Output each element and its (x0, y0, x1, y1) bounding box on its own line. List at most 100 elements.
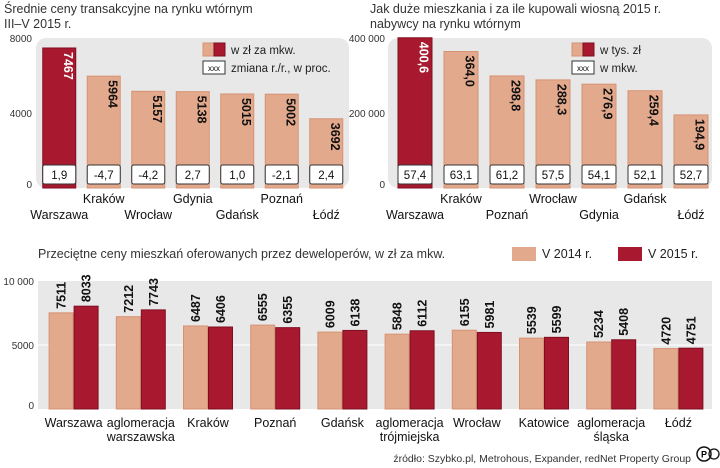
category-label: Wrocław (529, 192, 578, 206)
change-box (535, 164, 571, 185)
change-box (175, 164, 210, 185)
category-label: śląska (593, 430, 628, 444)
value-label: 4720 (659, 317, 673, 345)
change-box (309, 164, 344, 185)
bar (544, 336, 569, 410)
value-label: 5981 (483, 301, 497, 329)
legend-label: w zł za mkw. (230, 45, 296, 57)
value-label: 4751 (684, 316, 698, 344)
change-label: 57,4 (404, 170, 427, 182)
change-box (131, 164, 166, 185)
value-label: 298,8 (509, 80, 523, 111)
bar (317, 331, 343, 410)
change-box (489, 164, 525, 185)
bar (519, 337, 544, 410)
change-label: 63,1 (450, 170, 472, 182)
change-label: 61,2 (496, 170, 518, 182)
source-note: źródło: Szybko.pl, Metrohous, Expander, … (393, 453, 691, 465)
logo: P (696, 446, 720, 462)
category-label: aglomeracja (107, 416, 175, 430)
category-label: aglomeracja (376, 416, 444, 430)
legend-label: V 2015 r. (648, 247, 698, 261)
change-label: 2,7 (185, 170, 201, 182)
change-box (581, 164, 617, 185)
change-box (86, 164, 121, 185)
legend-swatch-dark (582, 42, 595, 57)
change-label: 1,9 (51, 170, 67, 182)
chart-apartment-size: Jak duże mieszkania i za ile kupowali wi… (349, 2, 712, 222)
category-label: Gdańsk (216, 208, 260, 222)
legend-swatch-2014 (512, 247, 536, 261)
category-label: Warszawa (45, 416, 103, 430)
value-label: 5539 (525, 306, 539, 334)
category-label: Kraków (440, 192, 483, 206)
category-label: warszawska (106, 430, 175, 444)
y-tick-label: 8000 (10, 34, 33, 45)
change-label: 52,7 (680, 170, 702, 182)
category-label: Łódź (665, 416, 692, 430)
chart-title: Jak duże mieszkania i za ile kupowali wi… (370, 2, 661, 16)
bar (397, 37, 433, 189)
bar (451, 329, 477, 410)
y-tick-label: 0 (26, 180, 32, 191)
bar (342, 329, 368, 410)
value-label: 6355 (281, 296, 295, 324)
bar (586, 341, 612, 410)
value-label: 5234 (592, 310, 606, 338)
bar (48, 312, 74, 410)
value-label: 6138 (348, 299, 362, 327)
change-box (627, 164, 663, 185)
bar (653, 348, 679, 410)
legend: w tys. zł xxx w mkw. (571, 42, 641, 75)
value-label: 194,9 (693, 119, 707, 150)
y-tick-label: 200 000 (349, 109, 386, 120)
chart-subtitle: nabywcy na rynku wtórnym (370, 17, 521, 31)
bar (678, 347, 704, 410)
bar (384, 333, 410, 410)
value-label: 5015 (239, 98, 253, 126)
y-tick-label: 5000 (12, 341, 35, 352)
change-box (673, 164, 709, 185)
legend-box-text: xxx (208, 64, 220, 73)
value-label: 3692 (328, 123, 342, 151)
value-label: 259,4 (647, 95, 661, 126)
y-tick-label: 0 (28, 401, 34, 412)
legend-label: w mkw. (599, 63, 638, 75)
category-label: Gdańsk (321, 416, 365, 430)
change-label: -4,2 (138, 170, 158, 182)
change-label: -4,7 (94, 170, 114, 182)
y-tick-label: 10 000 (3, 277, 34, 288)
value-label: 7212 (122, 285, 136, 313)
chart-title: Przeciętne ceny mieszkań oferowanych prz… (38, 247, 445, 261)
legend: w zł za mkw. xxx zmiana r./r., w proc. (202, 42, 331, 75)
chart-developer-prices: Przeciętne ceny mieszkań oferowanych prz… (3, 247, 712, 444)
y-tick-label: 400 000 (349, 34, 386, 45)
value-label: 6406 (214, 295, 228, 323)
category-label: Kraków (187, 416, 230, 430)
value-label: 7511 (55, 282, 69, 309)
category-label: Warszawa (386, 208, 444, 222)
value-label: 5002 (283, 98, 297, 126)
change-label: 57,5 (542, 170, 564, 182)
category-label: Gdańsk (623, 192, 667, 206)
bar (183, 325, 208, 410)
value-label: 8033 (80, 274, 94, 302)
bar (73, 305, 99, 410)
legend-label: zmiana r./r., w proc. (231, 63, 331, 75)
value-label: 276,9 (601, 88, 615, 119)
bar (208, 326, 233, 410)
category-label: Poznań (261, 192, 303, 206)
category-label: Wrocław (124, 208, 173, 222)
logo-ring (696, 446, 712, 462)
category-label: Kraków (83, 192, 126, 206)
value-label: 6009 (323, 300, 337, 328)
legend-box-text: xxx (577, 64, 589, 73)
category-label: Gdynia (579, 208, 619, 222)
change-label: 52,1 (634, 170, 656, 182)
bar (275, 327, 301, 410)
category-label: Katowice (519, 416, 570, 430)
value-label: 364,0 (463, 56, 477, 87)
legend-label: V 2014 r. (542, 247, 592, 261)
logo-mark: P (701, 450, 707, 460)
